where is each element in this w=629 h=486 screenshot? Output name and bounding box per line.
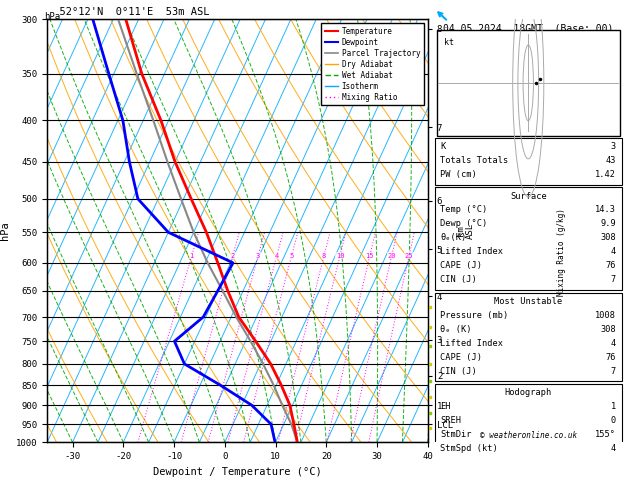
Text: 76: 76 <box>606 261 616 270</box>
Text: Most Unstable: Most Unstable <box>494 297 562 306</box>
Text: EH: EH <box>440 402 451 411</box>
Text: 4: 4 <box>611 247 616 256</box>
Text: 1: 1 <box>189 253 194 259</box>
Y-axis label: hPa: hPa <box>1 222 11 240</box>
Text: CAPE (J): CAPE (J) <box>440 353 482 362</box>
Text: 5: 5 <box>289 253 294 259</box>
Text: 9.9: 9.9 <box>600 220 616 228</box>
Text: 25: 25 <box>405 253 413 259</box>
Text: Totals Totals: Totals Totals <box>440 156 509 165</box>
Text: SREH: SREH <box>440 416 462 425</box>
Text: StmSpd (kt): StmSpd (kt) <box>440 444 498 453</box>
Text: Temp (°C): Temp (°C) <box>440 206 487 214</box>
Bar <box>435 138 622 185</box>
Text: θₑ (K): θₑ (K) <box>440 325 472 334</box>
Text: K: K <box>440 142 446 151</box>
Text: θₑ(K): θₑ(K) <box>440 233 467 243</box>
Text: Surface: Surface <box>510 191 547 201</box>
Text: 308: 308 <box>600 233 616 243</box>
Text: 04.05.2024  18GMT  (Base: 00): 04.05.2024 18GMT (Base: 00) <box>443 24 613 34</box>
Text: CAPE (J): CAPE (J) <box>440 261 482 270</box>
Text: 1008: 1008 <box>595 311 616 320</box>
Text: Lifted Index: Lifted Index <box>440 339 503 347</box>
Bar <box>437 30 620 136</box>
Text: 2: 2 <box>231 253 235 259</box>
Text: 52°12'N  0°11'E  53m ASL: 52°12'N 0°11'E 53m ASL <box>47 7 209 17</box>
Text: CIN (J): CIN (J) <box>440 275 477 284</box>
Text: Mixing Ratio (g/kg): Mixing Ratio (g/kg) <box>557 208 565 296</box>
Text: StmDir: StmDir <box>440 430 472 439</box>
Text: 14.3: 14.3 <box>595 206 616 214</box>
Text: 15: 15 <box>365 253 374 259</box>
Text: Lifted Index: Lifted Index <box>440 247 503 256</box>
Text: 4: 4 <box>275 253 279 259</box>
Text: CIN (J): CIN (J) <box>440 366 477 376</box>
Text: 76: 76 <box>606 353 616 362</box>
Y-axis label: km
ASL: km ASL <box>456 223 475 239</box>
Bar <box>435 293 622 382</box>
Text: kt: kt <box>444 38 454 48</box>
Text: 10: 10 <box>336 253 344 259</box>
Text: 8: 8 <box>322 253 326 259</box>
Text: Dewp (°C): Dewp (°C) <box>440 220 487 228</box>
Text: 7: 7 <box>611 275 616 284</box>
Text: 4: 4 <box>611 444 616 453</box>
Text: 1: 1 <box>611 402 616 411</box>
Text: PW (cm): PW (cm) <box>440 170 477 179</box>
Text: Pressure (mb): Pressure (mb) <box>440 311 509 320</box>
X-axis label: Dewpoint / Temperature (°C): Dewpoint / Temperature (°C) <box>153 467 322 477</box>
Text: 3: 3 <box>611 142 616 151</box>
Bar <box>435 384 622 459</box>
Legend: Temperature, Dewpoint, Parcel Trajectory, Dry Adiabat, Wet Adiabat, Isotherm, Mi: Temperature, Dewpoint, Parcel Trajectory… <box>321 23 424 105</box>
Text: 308: 308 <box>600 325 616 334</box>
Text: 155°: 155° <box>595 430 616 439</box>
Text: 43: 43 <box>606 156 616 165</box>
Text: 20: 20 <box>387 253 396 259</box>
Bar <box>435 187 622 290</box>
Text: hPa: hPa <box>44 12 60 21</box>
Text: 4: 4 <box>611 339 616 347</box>
Text: 0: 0 <box>611 416 616 425</box>
Text: 7: 7 <box>611 366 616 376</box>
Text: © weatheronline.co.uk: © weatheronline.co.uk <box>480 431 577 440</box>
Text: Hodograph: Hodograph <box>504 388 552 397</box>
Text: 1.42: 1.42 <box>595 170 616 179</box>
Text: 3: 3 <box>256 253 260 259</box>
